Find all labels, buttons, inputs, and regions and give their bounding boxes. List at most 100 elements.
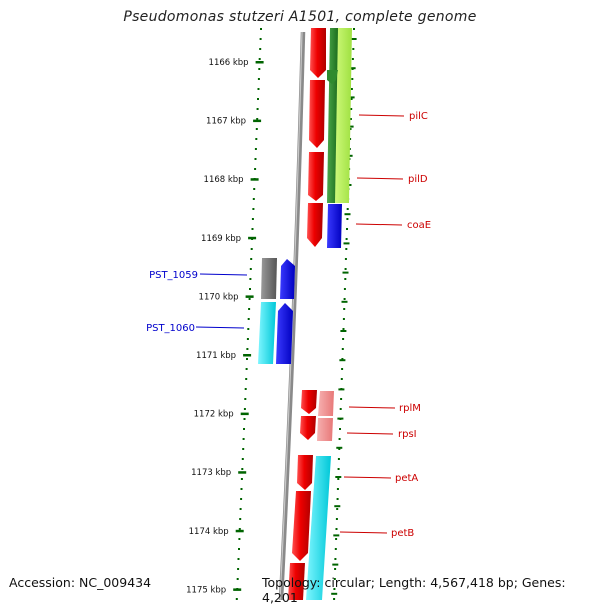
ruler-dot-left (257, 88, 260, 90)
ruler-dot-right (338, 438, 341, 440)
ruler-dot-left (252, 198, 255, 200)
gene-label-petA[interactable]: petA (343, 473, 418, 484)
gene-label-text: PST_1059 (149, 270, 198, 281)
pink-gene-2 (317, 418, 333, 441)
ruler-major-tick (240, 412, 249, 416)
map-title: Pseudomonas stutzeri A1501, complete gen… (123, 9, 477, 25)
ruler-dot-right (334, 558, 337, 560)
ruler-dot-right (345, 248, 348, 250)
ruler-dot-left (259, 38, 262, 40)
gene-callout-line (346, 432, 394, 435)
ruler-dot-left (249, 268, 252, 270)
ruler-dot-left (251, 228, 254, 230)
ruler-dot-right (342, 318, 345, 320)
ruler-minor-tick (348, 96, 355, 99)
ruler-dot-right (334, 548, 337, 550)
gene-label-rplM[interactable]: rplM (348, 403, 421, 414)
gene-PST_1059-block (261, 258, 277, 299)
ruler-dot-right (336, 498, 339, 500)
ruler-dot-left (240, 498, 243, 500)
ruler-dot-right (335, 538, 338, 540)
ruler-dot-left (235, 598, 238, 600)
kbp-tick-label: 1171 kbp (196, 351, 236, 361)
ruler-minor-tick (338, 388, 345, 391)
ruler-dot-left (237, 568, 240, 570)
ruler-dot-left (257, 98, 259, 100)
ruler-dot-left (254, 168, 257, 170)
ruler-dot-left (253, 188, 256, 190)
kbp-tick-label: 1172 kbp (194, 410, 234, 420)
ruler-dot-right (346, 218, 349, 220)
feature-track (258, 28, 352, 600)
gene-coaE-block (327, 204, 342, 248)
ruler-dot-right (334, 568, 337, 570)
green-arrow-tip (327, 70, 338, 84)
gene-label-text: PST_1060 (146, 323, 195, 334)
ruler-dot-right (340, 378, 343, 380)
gene-label-petB[interactable]: petB (339, 528, 414, 539)
ruler-dot-right (345, 238, 348, 240)
ruler-dot-left (250, 248, 253, 250)
red-gene-rpsI (300, 416, 316, 440)
ruler-dot-right (341, 348, 344, 350)
ruler-dot-left (259, 48, 262, 50)
red-gene-bottom (288, 563, 305, 600)
ruler-dot-right (351, 78, 354, 80)
kbp-tick-label: 1168 kbp (204, 175, 244, 185)
ruler-dot-right (342, 338, 345, 340)
ruler-minor-tick (349, 67, 356, 70)
ruler-dot-left (251, 218, 254, 220)
ruler-dot-left (246, 338, 249, 340)
gene-label-coaE[interactable]: coaE (355, 220, 431, 231)
ruler-dot-left (254, 158, 257, 160)
gene-label-text: coaE (407, 220, 431, 231)
red-gene-petB (292, 491, 311, 561)
gene-label-pilC[interactable]: pilC (358, 111, 428, 122)
ruler-dot-left (239, 518, 242, 520)
ruler-dot-right (343, 298, 346, 300)
ruler-dot-left (242, 448, 245, 450)
ruler-minor-tick (347, 125, 354, 128)
ruler-dot-left (255, 128, 258, 130)
ruler-dot-left (254, 148, 257, 150)
ruler-dot-left (246, 358, 248, 360)
ruler-dot-left (241, 468, 244, 470)
ruler-dot-left (245, 378, 248, 380)
gene-label-text: rpsI (398, 429, 417, 440)
ruler-dot-right (337, 478, 340, 480)
ruler-dot-left (244, 398, 247, 400)
ruler-minor-tick (342, 271, 349, 274)
ruler-dot-left (257, 78, 260, 80)
ruler-minor-tick (335, 476, 342, 478)
topology-text: Topology: circular; Length: 4,567,418 bp… (262, 575, 566, 605)
gene-callout-line (343, 476, 392, 479)
genome-backbone (278, 31, 306, 600)
red-gene-3 (308, 152, 324, 201)
ruler-dot-left (238, 528, 241, 530)
ruler-minor-tick (334, 505, 341, 508)
ruler-minor-tick (332, 563, 339, 566)
ruler-dot-right (344, 278, 347, 280)
ruler-dot-right (333, 578, 336, 580)
accession-text: Accession: NC_009434 (9, 575, 152, 590)
ruler-dot-left (240, 488, 243, 490)
ruler-dot-left (256, 108, 259, 110)
ruler-dot-right (333, 598, 336, 600)
gene-label-PST_1060[interactable]: PST_1060 (146, 323, 245, 334)
kbp-tick-label: 1174 kbp (189, 527, 229, 537)
kbp-tick-label: 1175 kbp (186, 585, 226, 595)
gene-label-text: pilC (409, 111, 428, 122)
gene-labels: pilC pilD coaE PST_1059 PST_1060 rplM rpsI petA… (146, 111, 431, 539)
ruler-dot-right (353, 28, 355, 30)
gene-label-PST_1059[interactable]: PST_1059 (149, 270, 248, 281)
gene-label-pilD[interactable]: pilD (356, 174, 428, 185)
gene-label-rpsI[interactable]: rpsI (346, 429, 417, 440)
ruler-major-tick (255, 61, 264, 64)
ruler-dot-right (337, 468, 340, 470)
ruler-major-tick (233, 588, 242, 591)
blue-gene-upper (280, 259, 295, 299)
ruler-dot-right (344, 268, 347, 270)
ruler-dot-right (346, 228, 348, 230)
ruler-dot-right (339, 408, 342, 410)
